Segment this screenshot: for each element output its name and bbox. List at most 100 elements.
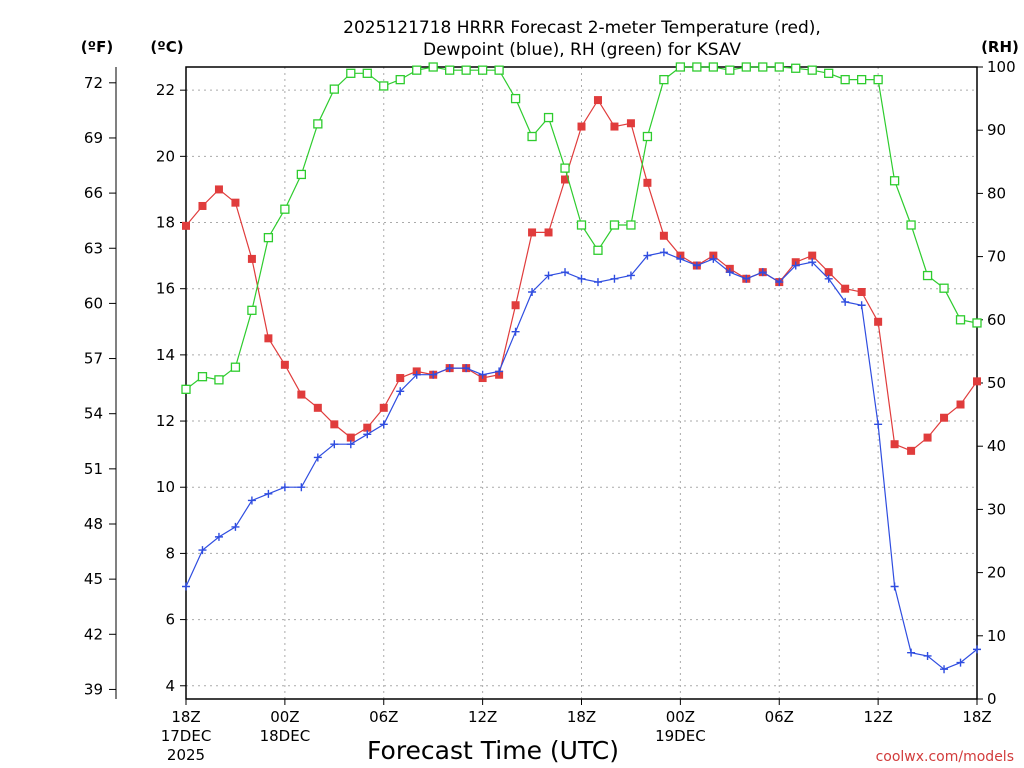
fahrenheit-tick-label: 51 — [84, 460, 103, 478]
temperature-point — [940, 413, 949, 422]
rh-point — [280, 204, 290, 214]
rh-point — [708, 62, 718, 72]
rh-point — [445, 65, 455, 75]
dewpoint-point — [231, 522, 240, 531]
temperature-point — [379, 403, 388, 412]
rh-point — [939, 283, 949, 293]
dewpoint-point — [923, 651, 932, 660]
x-tick-label: 18Z — [171, 708, 200, 726]
dewpoint-point — [692, 261, 701, 270]
temperature-point — [626, 119, 635, 128]
fahrenheit-tick-label: 66 — [84, 184, 103, 202]
dewpoint-point — [626, 271, 635, 280]
rh-point — [296, 169, 307, 180]
rh-point — [197, 372, 208, 382]
fahrenheit-tick-label: 60 — [84, 294, 103, 312]
dewpoint-point — [462, 364, 471, 373]
dewpoint-point — [973, 645, 981, 654]
rh-point — [395, 74, 405, 85]
dewpoint-point — [280, 483, 289, 492]
dewpoint-point — [445, 364, 454, 373]
rh-point — [329, 84, 339, 94]
temperature-point — [610, 122, 619, 131]
rh-point — [560, 163, 570, 173]
dewpoint-point — [725, 268, 734, 277]
x-tick-label: 06Z — [369, 708, 398, 726]
rh-point — [692, 62, 702, 72]
dewpoint-point — [297, 483, 306, 492]
dewpoint-point — [643, 251, 652, 260]
temperature-point — [297, 390, 306, 399]
rh-tick-label: 60 — [987, 311, 1006, 329]
temperature-point — [956, 400, 965, 409]
dewpoint-point — [808, 258, 817, 267]
temperature-point — [214, 185, 223, 194]
dewpoint-point — [379, 420, 388, 429]
dewpoint-point — [198, 546, 207, 555]
chart-title-line-2: Dewpoint (blue), RH (green) for KSAV — [423, 40, 741, 60]
temperature-point — [511, 301, 520, 310]
dewpoint-point — [412, 370, 421, 379]
rh-point — [494, 65, 504, 75]
data-series — [181, 62, 982, 674]
temperature-point — [561, 175, 570, 184]
rh-point — [313, 119, 323, 129]
temperature-point — [593, 96, 602, 105]
dewpoint-point — [742, 274, 751, 283]
rh-point — [955, 315, 966, 325]
x-tick-label: 12Z — [863, 708, 892, 726]
temperature-point — [182, 221, 190, 230]
dewpoint-point — [396, 387, 405, 396]
celsius-tick-label: 14 — [156, 346, 175, 364]
dewpoint-point — [363, 430, 372, 439]
dewpoint-point — [429, 370, 438, 379]
rh-point — [758, 62, 768, 72]
temperature-point — [824, 268, 833, 277]
rh-point — [181, 384, 191, 394]
temperature-point — [330, 420, 339, 429]
rh-point — [906, 220, 916, 230]
x-tick-label: 18Z — [567, 708, 596, 726]
dewpoint-point — [214, 532, 223, 541]
celsius-tick-label: 20 — [156, 147, 175, 165]
temperature-point — [544, 228, 553, 237]
dewpoint-point — [511, 327, 520, 336]
dewpoint-point — [791, 261, 800, 270]
rh-point — [362, 68, 372, 78]
fahrenheit-tick-label: 42 — [84, 625, 103, 643]
credit-text: coolwx.com/models — [876, 749, 1014, 765]
rh-point — [675, 62, 686, 72]
temperature-point — [890, 440, 899, 449]
celsius-tick-label: 22 — [156, 81, 175, 99]
celsius-tick-label: 8 — [165, 544, 175, 562]
rh-point — [263, 232, 274, 243]
dewpoint-point — [890, 582, 899, 591]
fahrenheit-tick-label: 63 — [84, 239, 103, 257]
rh-point — [659, 74, 669, 85]
fahrenheit-tick-label: 45 — [84, 570, 103, 588]
temperature-point — [907, 446, 916, 455]
temperature-point — [198, 201, 207, 210]
dewpoint-point — [247, 496, 256, 505]
dewpoint-point — [841, 297, 850, 306]
rh-point — [889, 176, 900, 186]
rh-point — [214, 375, 224, 385]
temperature-point — [973, 377, 981, 386]
x-tick-label: 00Z — [666, 708, 695, 726]
dewpoint-point — [577, 274, 586, 283]
dewpoint-point — [940, 665, 949, 674]
x-tick-label: 00Z — [270, 708, 299, 726]
rh-tick-label: 80 — [987, 184, 1006, 202]
temperature-point — [577, 122, 586, 131]
rh-tick-label: 20 — [987, 564, 1006, 582]
x-tick-label: 17DEC — [161, 727, 212, 745]
x-tick-label: 12Z — [468, 708, 497, 726]
rh-point — [527, 131, 537, 142]
temperature-point — [264, 334, 273, 343]
temperature-point — [231, 198, 240, 207]
x-tick-label: 06Z — [765, 708, 794, 726]
celsius-tick-label: 4 — [165, 677, 175, 695]
temperature-point — [313, 403, 322, 412]
rh-tick-label: 70 — [987, 248, 1006, 266]
